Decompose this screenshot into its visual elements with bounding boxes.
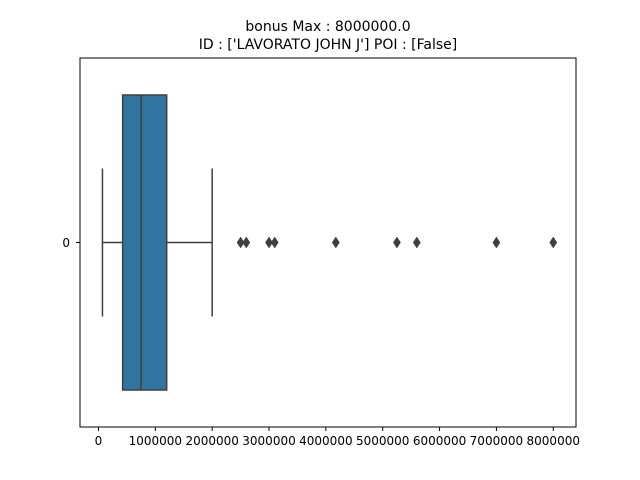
chart-title: bonus Max : 8000000.0 <box>245 19 410 35</box>
outlier-point <box>549 236 558 249</box>
x-tick-label: 0 <box>95 434 103 448</box>
outlier-point <box>331 236 340 249</box>
chart-subtitle: ID : ['LAVORATO JOHN J'] POI : [False] <box>199 37 457 53</box>
x-tick-label: 5000000 <box>356 434 409 448</box>
outlier-point <box>412 236 421 249</box>
outlier-point <box>270 236 279 249</box>
box-iqr <box>121 94 168 391</box>
x-tick-label: 7000000 <box>470 434 523 448</box>
outlier-point <box>236 236 245 249</box>
plot-area <box>101 94 558 391</box>
x-tick-label: 4000000 <box>299 434 352 448</box>
outlier-point <box>492 236 501 249</box>
x-tick-label: 3000000 <box>242 434 295 448</box>
x-tick-label: 2000000 <box>185 434 238 448</box>
x-tick-label: 1000000 <box>129 434 182 448</box>
x-axis: 0 1000000 2000000 3000000 4000000 5000000 6000… <box>95 427 580 448</box>
x-tick-label: 6000000 <box>413 434 466 448</box>
y-axis: 0 <box>62 236 80 250</box>
x-tick-label: 8000000 <box>527 434 580 448</box>
outlier-point <box>242 236 251 249</box>
outlier-point <box>265 236 273 249</box>
y-tick-label-0: 0 <box>62 236 70 250</box>
outlier-point <box>393 236 401 249</box>
